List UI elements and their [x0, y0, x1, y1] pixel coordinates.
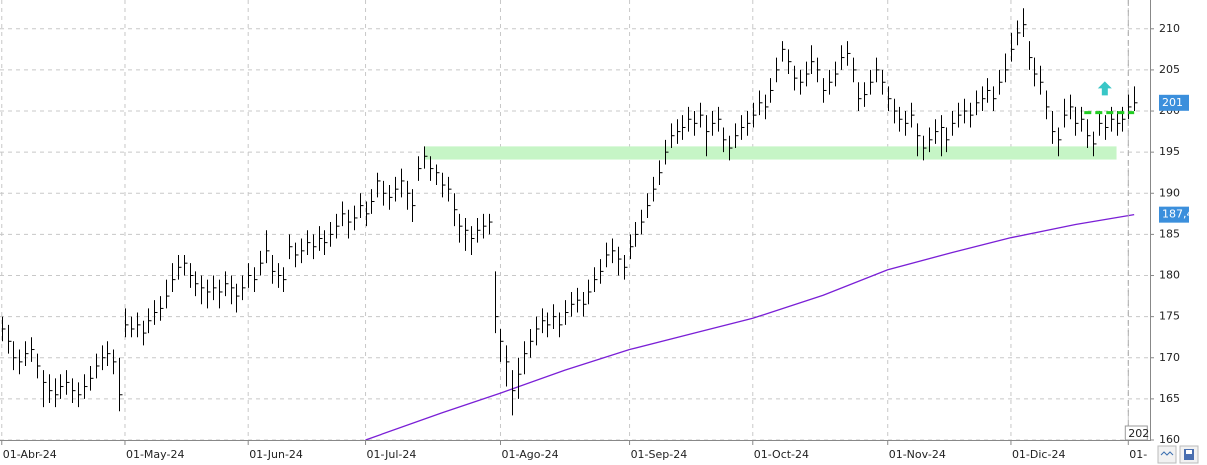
y-tick-label: 180 [1159, 269, 1180, 282]
x-tick-label: 01-Dic-24 [1012, 448, 1066, 461]
x-tick-label: 01-May-24 [126, 448, 184, 461]
x-tick-label: 01-Ago-24 [501, 448, 558, 461]
y-tick-label: 190 [1159, 186, 1180, 199]
y-tick-label: 210 [1159, 22, 1180, 35]
toolbar [1157, 445, 1199, 464]
support-band [424, 146, 1117, 160]
y-tick-label: 160 [1159, 433, 1180, 446]
plot: 202 [0, 0, 1150, 445]
x-tick-label: 01-Abr-24 [3, 448, 57, 461]
x-tick-label: 01-Nov-24 [889, 448, 946, 461]
save-icon [1184, 449, 1194, 460]
zoom-icon [1160, 451, 1174, 456]
cursor-label: 202 [1128, 427, 1149, 440]
x-tick-label: 01- [1129, 448, 1147, 461]
y-tick-label: 175 [1159, 310, 1180, 323]
y-tick-label: 205 [1159, 63, 1180, 76]
x-tick-label: 01-Jun-24 [249, 448, 303, 461]
y-tick-label: 185 [1159, 227, 1180, 240]
moving-average [365, 214, 1135, 441]
x-tick-label: 01-Sep-24 [631, 448, 688, 461]
x-tick-label: 01-Jul-24 [367, 448, 417, 461]
y-tick-label: 165 [1159, 392, 1180, 405]
save-icon-detail [1186, 450, 1192, 454]
x-tick-label: 01-Oct-24 [754, 448, 809, 461]
y-tick-label: 170 [1159, 351, 1180, 364]
price-axis-bg [1150, 0, 1207, 465]
y-tick-label: 195 [1159, 145, 1180, 158]
price-label: 201 [1162, 96, 1183, 109]
price-label-box [1159, 94, 1189, 111]
price-label: 187,4 [1162, 208, 1194, 221]
up-arrow [1097, 81, 1112, 96]
price-label-box [1159, 206, 1189, 223]
